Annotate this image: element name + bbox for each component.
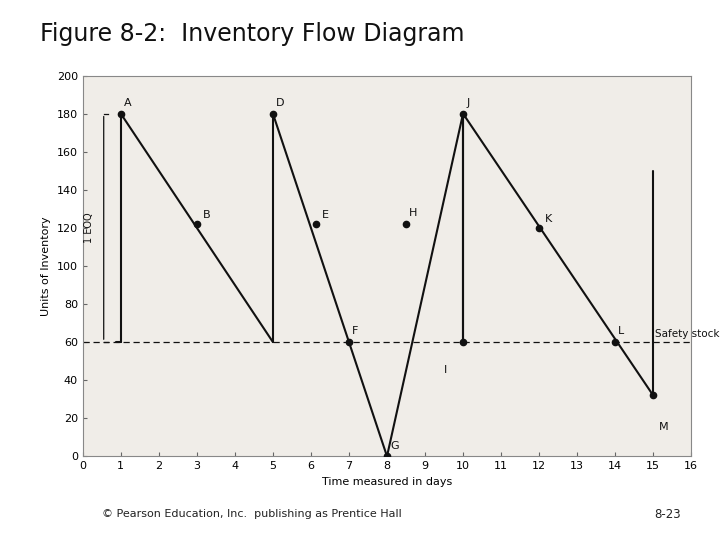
Text: B: B [202, 210, 210, 220]
Text: E: E [322, 210, 328, 220]
Text: I: I [444, 365, 447, 375]
Text: 1 EOQ: 1 EOQ [84, 213, 94, 243]
Text: J: J [466, 98, 469, 108]
X-axis label: Time measured in days: Time measured in days [322, 477, 452, 487]
Text: © Pearson Education, Inc.  publishing as Prentice Hall: © Pearson Education, Inc. publishing as … [102, 509, 402, 519]
Text: F: F [352, 326, 359, 336]
Text: H: H [409, 208, 418, 218]
Text: Safety stock: Safety stock [655, 329, 719, 339]
Text: M: M [659, 422, 668, 432]
Text: L: L [618, 326, 624, 336]
Text: G: G [390, 441, 399, 450]
Text: D: D [276, 98, 284, 108]
Text: Figure 8-2:  Inventory Flow Diagram: Figure 8-2: Inventory Flow Diagram [40, 22, 464, 45]
Text: K: K [545, 214, 552, 224]
Text: A: A [124, 98, 132, 108]
Y-axis label: Units of Inventory: Units of Inventory [41, 216, 51, 316]
Text: 8-23: 8-23 [654, 508, 680, 521]
